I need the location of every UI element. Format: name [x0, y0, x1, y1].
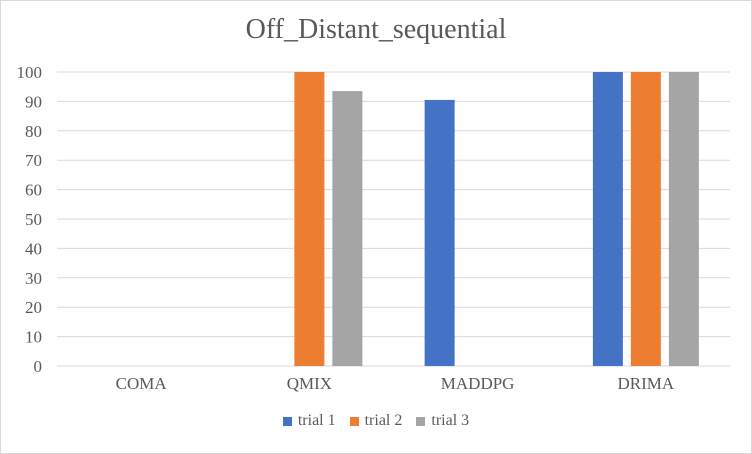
y-tick-label: 80 [25, 122, 42, 141]
x-category-label: MADDPG [441, 374, 515, 393]
y-tick-label: 50 [25, 210, 42, 229]
legend-label-trial-1: trial 1 [297, 412, 336, 429]
y-tick-label: 70 [25, 151, 42, 170]
legend-item-trial-2: trial 2 [349, 412, 403, 430]
legend-item-trial-3: trial 3 [416, 412, 469, 430]
legend-swatch-trial-3 [416, 416, 426, 426]
y-tick-label: 20 [25, 298, 42, 317]
bar-qmix-trial-3 [332, 91, 363, 367]
x-category-label: COMA [116, 374, 168, 393]
legend-label-trial-3: trial 3 [431, 412, 470, 429]
bar-maddpg-trial-1 [424, 99, 455, 367]
y-tick-label: 40 [25, 239, 42, 258]
x-category-label: QMIX [287, 374, 332, 393]
legend-item-trial-1: trial 1 [282, 412, 336, 430]
legend-label-trial-2: trial 2 [364, 412, 403, 429]
legend-swatch-trial-2 [349, 416, 359, 426]
y-tick-label: 90 [25, 92, 42, 111]
y-tick-label: 10 [25, 328, 42, 347]
y-tick-label: 30 [25, 269, 42, 288]
y-tick-label: 60 [25, 181, 42, 200]
bar-drima-trial-3 [668, 72, 699, 366]
chart-title: Off_Distant_sequential [245, 14, 507, 45]
bar-drima-trial-1 [592, 72, 623, 366]
y-tick-label: 0 [34, 357, 43, 376]
bar-drima-trial-2 [630, 72, 661, 366]
legend-swatch-trial-1 [282, 416, 292, 426]
y-tick-label: 100 [17, 63, 43, 82]
bar-qmix-trial-2 [294, 72, 325, 366]
x-category-label: DRIMA [618, 374, 675, 393]
chart-legend: trial 1 trial 2 trial 3 [0, 412, 752, 430]
